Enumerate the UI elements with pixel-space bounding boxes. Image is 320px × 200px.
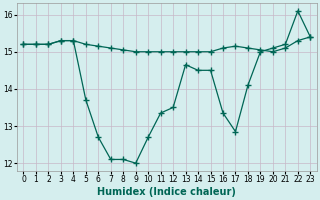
X-axis label: Humidex (Indice chaleur): Humidex (Indice chaleur): [98, 187, 236, 197]
